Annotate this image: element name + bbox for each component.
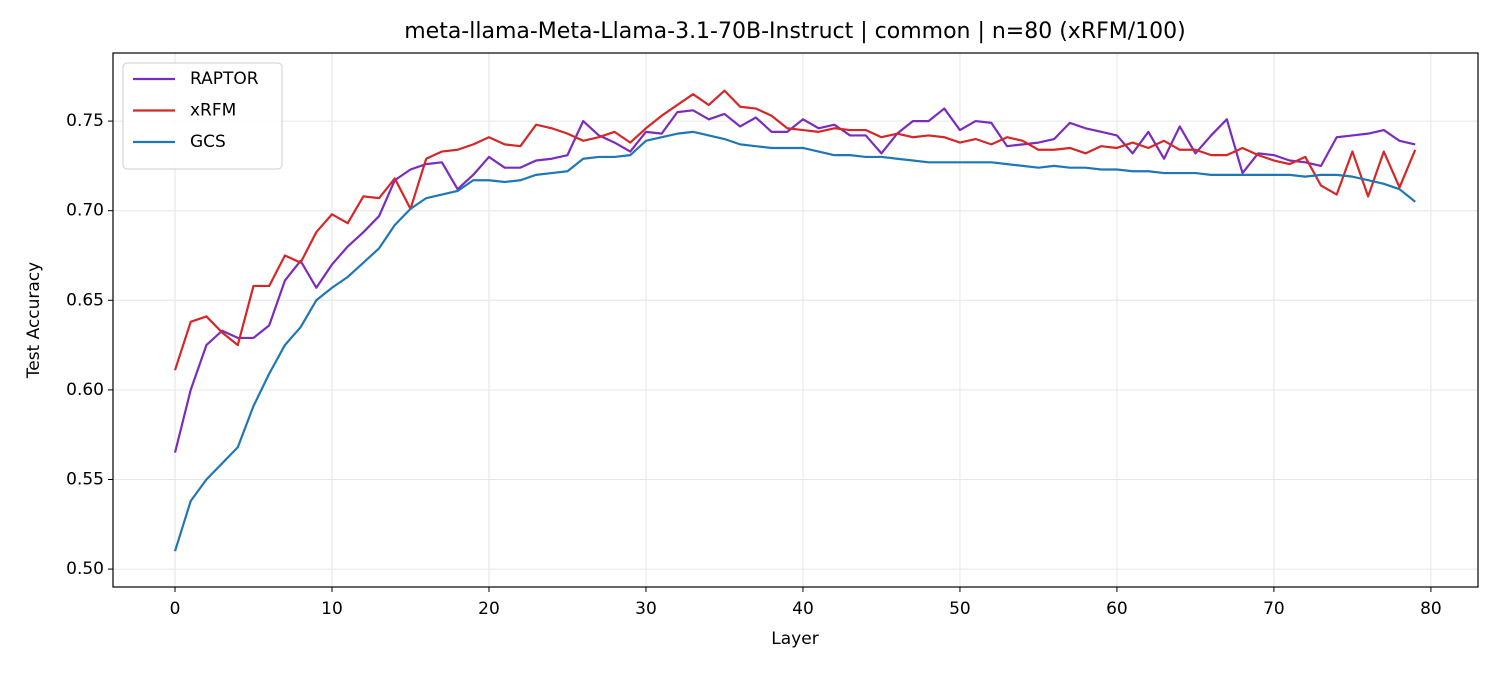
- chart-title: meta-llama-Meta-Llama-3.1-70B-Instruct |…: [404, 19, 1186, 44]
- x-tick-label: 70: [1263, 599, 1285, 619]
- legend-label: xRFM: [190, 101, 236, 121]
- x-tick-label: 40: [792, 599, 814, 619]
- x-tick-label: 50: [949, 599, 971, 619]
- y-tick-label: 0.65: [66, 290, 104, 310]
- legend-label: GCS: [190, 132, 226, 152]
- series-line: [173, 107, 1416, 453]
- x-tick-label: 20: [478, 599, 500, 619]
- y-tick-label: 0.50: [66, 559, 104, 579]
- plot-frame: [112, 52, 1479, 588]
- x-tick-label: 30: [635, 599, 657, 619]
- x-tick-label: 80: [1420, 599, 1442, 619]
- y-tick-label: 0.75: [66, 111, 104, 131]
- series-line: [173, 89, 1417, 371]
- legend: RAPTOR xRFM GCS: [122, 62, 283, 170]
- x-tick-label: 10: [321, 599, 343, 619]
- y-tick-label: 0.60: [66, 380, 104, 400]
- y-tick-label: 0.70: [66, 201, 104, 221]
- y-axis-label: Test Accuracy: [24, 262, 44, 380]
- y-tick-label: 0.55: [66, 469, 104, 489]
- x-tick-label: 60: [1106, 599, 1128, 619]
- legend-label: RAPTOR: [190, 69, 259, 89]
- x-axis-label: Layer: [771, 629, 818, 649]
- series-line: [173, 130, 1416, 552]
- x-tick-label: 0: [170, 599, 181, 619]
